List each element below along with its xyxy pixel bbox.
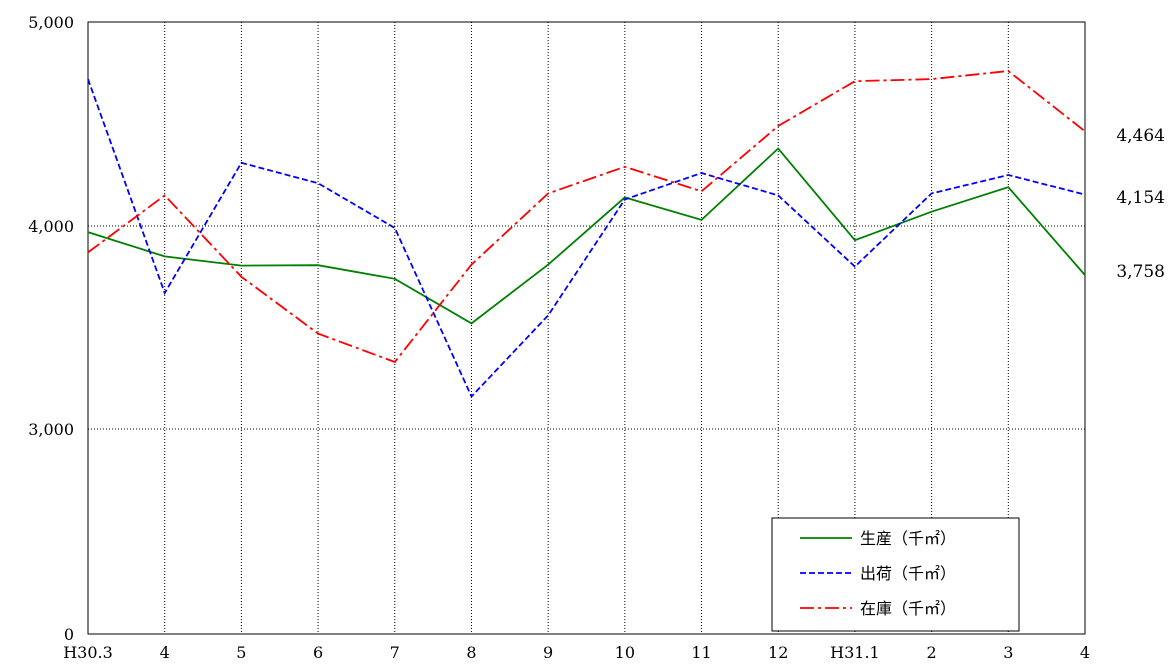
legend-label: 出荷（千㎡） [860,564,956,583]
legend-label: 在庫（千㎡） [860,599,956,618]
end-value-label: 4,464 [1116,126,1165,146]
x-tick-label: 2 [927,643,937,662]
x-tick-label: 4 [1080,643,1090,662]
end-labels: 4,464 4,154 3,758 [1116,126,1165,282]
legend-label: 生産（千㎡） [860,529,956,548]
x-tick-label: 5 [236,643,246,662]
y-tick-label: 4,000 [28,217,74,236]
legend-box [771,517,1020,632]
x-tick-label: 12 [768,643,788,662]
x-tick-label: 8 [466,643,476,662]
x-axis-ticks: H30.3 4 5 6 7 8 9 10 11 12 H31.1 2 3 4 [63,643,1090,662]
end-value-label: 3,758 [1116,262,1165,282]
y-tick-label: 0 [64,625,74,644]
x-tick-label: 7 [390,643,400,662]
series-lines [87,70,1086,399]
series-line [87,78,1086,399]
x-tick-label: 9 [543,643,553,662]
x-tick-label: 4 [160,643,170,662]
end-value-label: 4,154 [1116,188,1165,208]
series-line [87,70,1086,364]
y-tick-label: 5,000 [28,13,74,32]
y-axis-ticks: 0 3,000 4,000 5,000 [28,13,74,644]
y-tick-label: 3,000 [28,420,74,439]
x-tick-label: 11 [691,643,711,662]
plot-frame [87,21,1086,635]
series-line [87,147,1086,325]
legend: 生産（千㎡） 出荷（千㎡） 在庫（千㎡） [771,517,1020,632]
x-tick-label: 3 [1003,643,1013,662]
x-tick-label: H31.1 [830,643,880,662]
x-tick-label: 6 [313,643,323,662]
x-tick-label: 10 [615,643,635,662]
x-tick-label: H30.3 [63,643,113,662]
